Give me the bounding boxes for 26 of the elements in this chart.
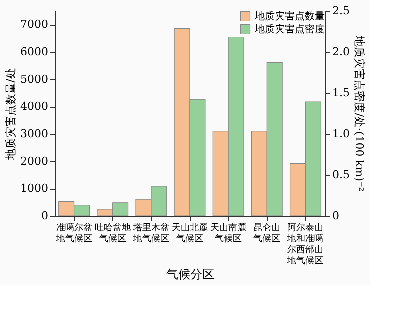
y2-tick-label: 1.5 xyxy=(332,86,350,100)
legend-label: 地质灾害点密度 xyxy=(254,24,325,36)
y-axis-title: 地质灾害点数量/处 xyxy=(4,68,18,161)
x-tick-label: 天山北麓气候区 xyxy=(172,222,208,244)
x-tick-label: 阿尔泰山地和准噶尔西部山地气候区 xyxy=(286,222,324,266)
y2-tick-label: 1.0 xyxy=(332,128,350,140)
y-tick-label: 3000 xyxy=(20,128,48,140)
y-tick-label: 5000 xyxy=(20,72,48,86)
y-tick-label: 0 xyxy=(42,210,48,222)
y2-axis-title: 地质灾害点密度/处·(100 km)⁻² xyxy=(352,35,366,192)
y-tick-label: 6000 xyxy=(20,46,48,58)
x-tick-label: 昆仑山气候区 xyxy=(254,222,281,244)
x-tick-label: 天山南麓气候区 xyxy=(210,222,247,244)
x-axis-title: 气候分区 xyxy=(166,268,214,282)
y2-tick-label: 0.5 xyxy=(332,168,350,182)
y-tick-label: 4000 xyxy=(20,100,48,114)
y2-tick-label: 2.0 xyxy=(332,46,350,58)
x-tick-label: 准噶尔盆地气候区 xyxy=(55,222,92,244)
y-tick-label: 2000 xyxy=(20,154,48,168)
y2-tick-label: 2.5 xyxy=(332,4,350,18)
y2-tick-label: 0 xyxy=(332,210,340,222)
legend-label: 地质灾害点数量 xyxy=(254,10,325,22)
y-tick-label: 7000 xyxy=(20,18,48,32)
y-tick-label: 1000 xyxy=(20,182,48,196)
x-tick-label: 塔里木盆地气候区 xyxy=(132,222,170,244)
x-tick-label: 吐哈盆地气候区 xyxy=(94,222,131,244)
